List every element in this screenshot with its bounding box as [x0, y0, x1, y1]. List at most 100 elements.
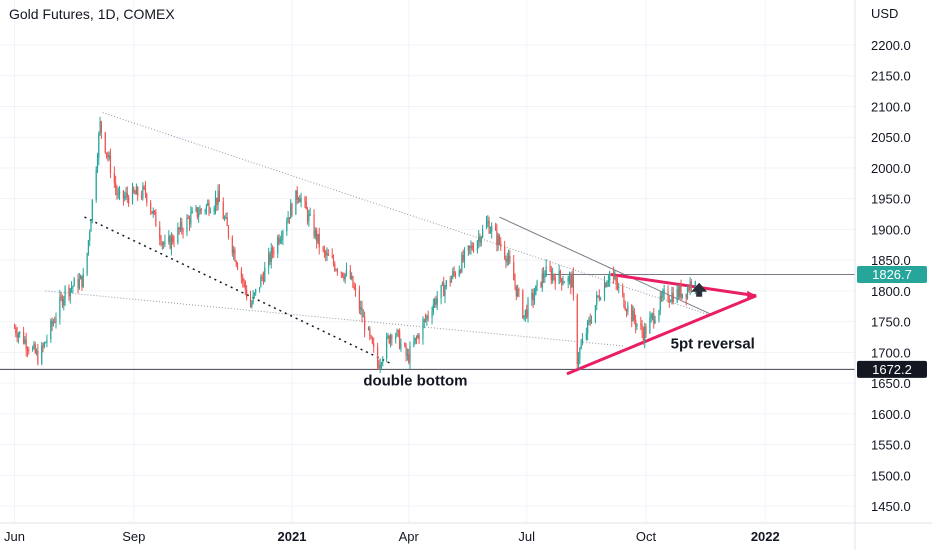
- candle-body: [108, 155, 110, 158]
- candle-body: [376, 346, 379, 366]
- candle-body: [417, 335, 419, 338]
- candle-body: [305, 201, 307, 210]
- candle-body: [179, 222, 182, 230]
- candle-body: [685, 293, 687, 299]
- candle-body: [137, 187, 139, 197]
- candle-body: [41, 345, 43, 364]
- candle-body: [172, 236, 174, 243]
- candle-body: [327, 253, 329, 256]
- y-tick-label: 1650.0: [871, 376, 911, 391]
- candle-body: [618, 286, 620, 289]
- candle-body: [612, 272, 615, 279]
- candle-body: [662, 292, 664, 298]
- candle-body: [369, 328, 371, 336]
- candle-body: [470, 245, 472, 248]
- candle-body: [340, 272, 342, 274]
- candle-body: [603, 282, 606, 300]
- candle-body: [635, 319, 637, 327]
- candle-body: [28, 349, 30, 351]
- candle-body: [431, 312, 433, 318]
- candle-body: [668, 300, 670, 302]
- candle-body: [690, 281, 692, 288]
- candle-body: [209, 211, 211, 213]
- y-tick-label: 1950.0: [871, 192, 911, 207]
- candle-body: [218, 190, 220, 202]
- candle-body: [361, 307, 363, 318]
- candle-body: [191, 210, 193, 214]
- candle-body: [399, 331, 401, 349]
- candle-body: [585, 333, 587, 339]
- descending-trendline[interactable]: [499, 216, 712, 315]
- candle-body: [51, 320, 53, 325]
- candle-body: [367, 328, 370, 331]
- candle-body: [82, 274, 84, 287]
- candle-body: [268, 253, 270, 268]
- candle-body: [462, 255, 464, 261]
- candle-body: [615, 277, 617, 283]
- candle-body: [418, 335, 420, 340]
- candle-body: [287, 217, 289, 223]
- candle-body: [344, 273, 346, 280]
- candle-body: [117, 194, 119, 196]
- candle-body: [164, 241, 166, 245]
- candle-body: [109, 155, 112, 174]
- candle-body: [163, 242, 165, 245]
- candle-body: [70, 287, 73, 289]
- x-tick-label: Jul: [518, 529, 535, 544]
- candle-body: [542, 273, 545, 278]
- candle-body: [253, 292, 255, 296]
- candle-body: [116, 188, 118, 195]
- candle-body: [386, 336, 388, 359]
- candle-body: [182, 230, 184, 233]
- candle-body: [459, 270, 462, 272]
- channel-mid-line[interactable]: [45, 290, 626, 347]
- candle-body: [415, 337, 418, 339]
- candle-body: [26, 349, 29, 351]
- candle-body: [667, 290, 669, 301]
- candle-body: [371, 337, 373, 344]
- candle-body: [262, 277, 265, 282]
- candle-body: [370, 335, 372, 338]
- candle-body: [532, 292, 534, 301]
- candle-body: [653, 313, 655, 324]
- candle-body: [89, 231, 91, 241]
- candle-body: [323, 249, 326, 252]
- currency-selector[interactable]: USD: [866, 4, 904, 23]
- candle-body: [223, 218, 226, 220]
- candle-body: [378, 365, 380, 369]
- y-tick-label: 1600.0: [871, 407, 911, 422]
- triangle-lower-line[interactable]: [566, 294, 757, 376]
- candle-body: [515, 285, 517, 296]
- candle-body: [449, 280, 451, 283]
- candle-body: [96, 158, 99, 170]
- candle-body: [55, 318, 57, 323]
- candle-body: [115, 182, 117, 189]
- candle-body: [222, 201, 224, 219]
- candle-body: [391, 335, 393, 339]
- candle-body: [187, 217, 189, 219]
- candle-body: [506, 258, 508, 262]
- candle-body: [567, 277, 569, 283]
- support-price-badge: [857, 360, 927, 378]
- y-tick-label: 1700.0: [871, 345, 911, 360]
- candle-body: [35, 350, 38, 353]
- candle-body: [60, 296, 62, 298]
- candle-body: [349, 269, 351, 279]
- candle-body: [234, 249, 236, 262]
- candle-body: [214, 197, 217, 208]
- candle-body: [226, 217, 228, 226]
- candle-body: [688, 288, 690, 291]
- candle-body: [140, 196, 143, 198]
- triangle-upper-line[interactable]: [610, 272, 757, 298]
- candle-body: [645, 326, 647, 334]
- candle-body: [261, 276, 263, 278]
- candle-body: [295, 190, 297, 215]
- candle-body: [379, 364, 381, 369]
- candle-body: [314, 229, 316, 237]
- candle-body: [159, 226, 161, 240]
- candle-body: [286, 222, 288, 232]
- candle-body: [205, 205, 208, 211]
- channel-upper-line[interactable]: [102, 112, 711, 316]
